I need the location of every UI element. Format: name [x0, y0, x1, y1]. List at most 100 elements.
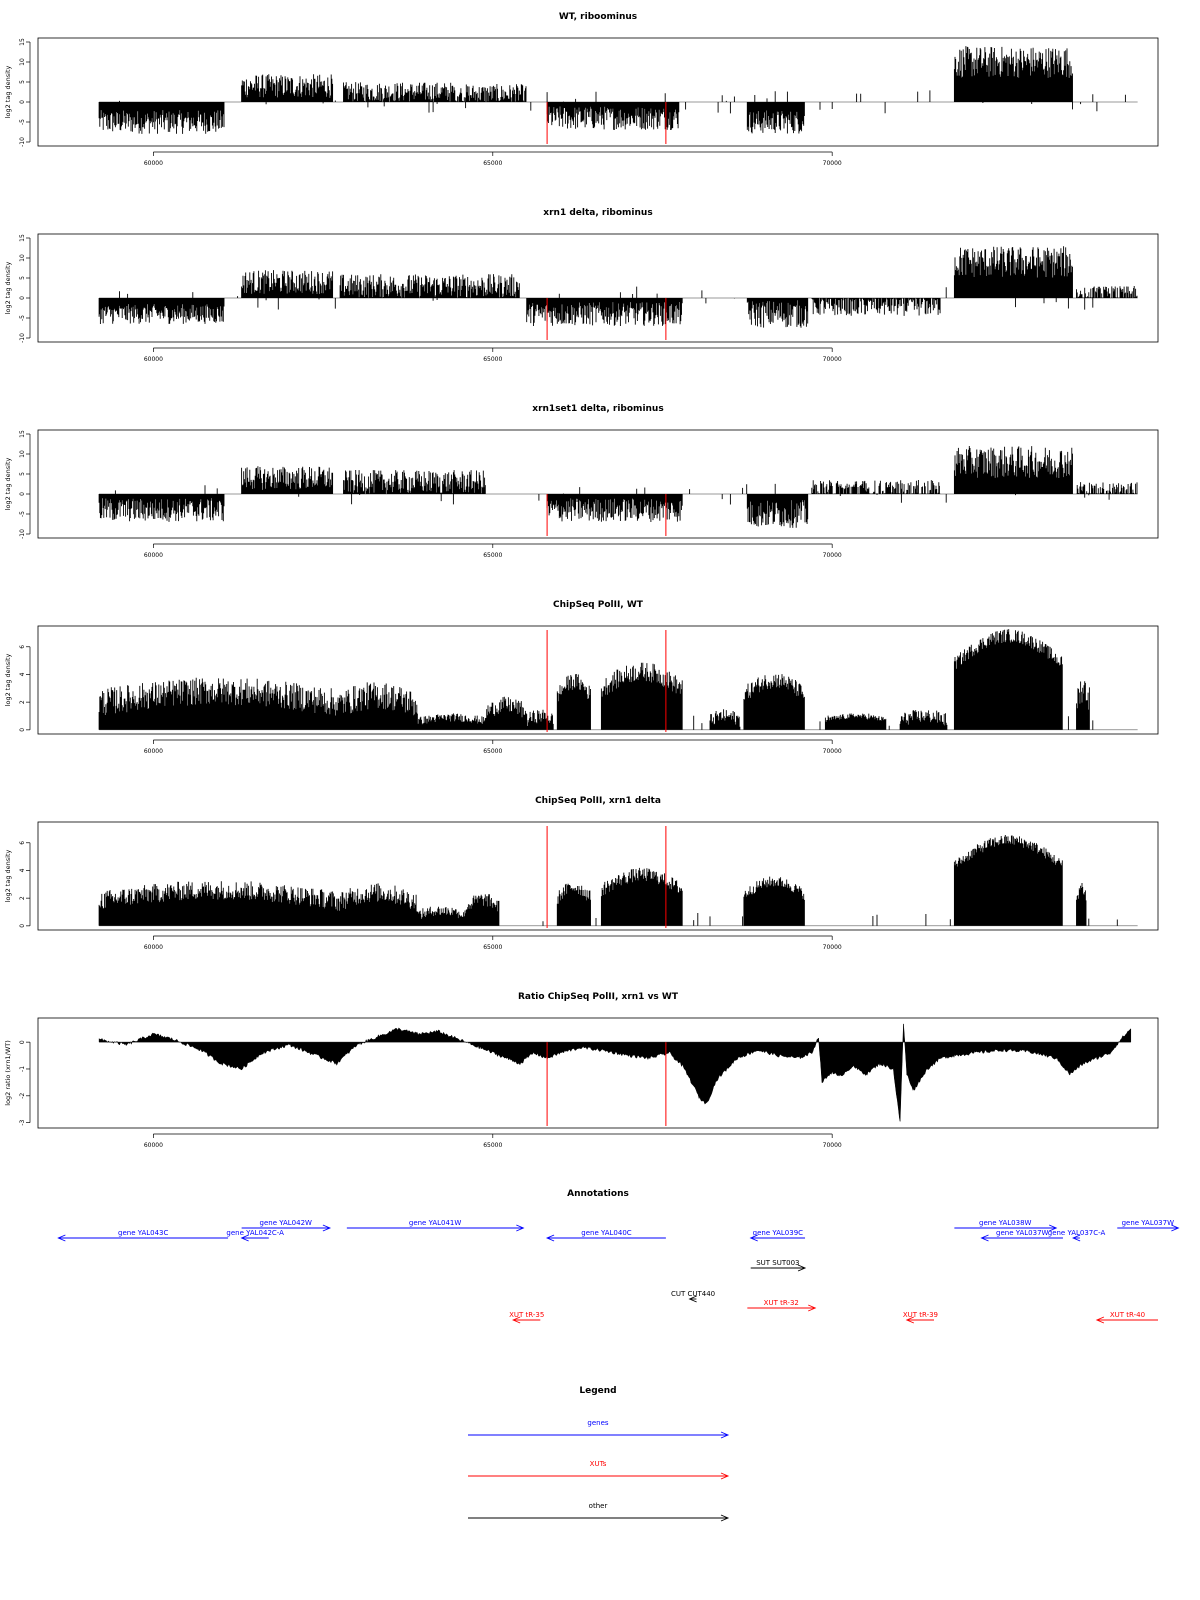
y-tick-label: -3	[19, 1119, 26, 1125]
panel-5: ChipSeq PolII, xrn1 delta 0 2 4 6 log2 tag de…	[4, 796, 1159, 951]
plot-frame	[37, 37, 1159, 147]
annotations-panel: Annotations gene YAL043C gene YAL042W gene …	[57, 1189, 1180, 1324]
annotation-xuts: XUT tR-35	[509, 1311, 544, 1324]
y-tick-label: 5	[19, 276, 26, 280]
y-tick-label: 0	[19, 924, 26, 928]
arrowhead	[808, 1304, 817, 1312]
x-tick-label: 60000	[144, 552, 163, 559]
annotation-label: gene YAL042C-A	[226, 1229, 284, 1237]
annotation-label: gene YAL037W	[996, 1229, 1049, 1237]
panel-title: ChipSeq PolII, WT	[553, 600, 644, 610]
x-tick-label: 65000	[483, 1142, 502, 1149]
annotation-genes: gene YAL039C	[749, 1229, 806, 1242]
panel-4: ChipSeq PolII, WT 0 2 4 6 log2 tag density 600…	[4, 600, 1159, 755]
signal-bars	[98, 246, 1138, 328]
x-tick-label: 65000	[483, 356, 502, 363]
x-tick-label: 70000	[823, 1142, 842, 1149]
y-axis-label: log2 tag density	[4, 66, 12, 119]
annotation-label: gene YAL041W	[409, 1219, 462, 1227]
y-tick-label: 5	[19, 80, 26, 84]
y-axis-label: log2 tag density	[4, 654, 12, 707]
panel-title: Ratio ChipSeq PolII, xrn1 vs WT	[518, 992, 679, 1002]
y-tick-label: -1	[19, 1066, 26, 1072]
x-tick-label: 60000	[144, 160, 163, 167]
y-tick-label: 0	[19, 1040, 26, 1044]
legend-label: genes	[587, 1419, 608, 1427]
arrowhead	[512, 1316, 521, 1324]
signal-bars	[98, 46, 1126, 134]
annotation-genes: gene YAL042W	[241, 1219, 332, 1232]
legend: Legend genes XUTs other	[468, 1386, 730, 1522]
signal-bars	[98, 835, 1118, 926]
annotation-genes: gene YAL042C-A	[226, 1229, 284, 1242]
annotation-genes: gene YAL041W	[346, 1219, 525, 1232]
panel-title: xrn1set1 delta, ribominus	[532, 404, 663, 414]
annotation-other: SUT SUT003	[750, 1259, 807, 1272]
arrowhead	[1072, 1234, 1081, 1242]
plot-frame	[37, 821, 1159, 931]
annotation-label: gene YAL037W	[1122, 1219, 1175, 1227]
y-tick-label: -10	[19, 333, 26, 343]
arrowhead	[749, 1234, 758, 1242]
legend-entry-xuts: XUTs	[468, 1460, 730, 1480]
annotation-genes: gene YAL043C	[57, 1229, 229, 1242]
annotation-genes: gene YAL038W	[954, 1219, 1058, 1232]
annotation-label: gene YAL043C	[118, 1229, 169, 1237]
y-tick-label: -10	[19, 529, 26, 539]
plot-frame	[37, 233, 1159, 343]
panel-title: xrn1 delta, ribominus	[543, 208, 652, 218]
signal-bars	[98, 446, 1138, 528]
legend-label: XUTs	[590, 1460, 607, 1468]
y-tick-label: 6	[19, 645, 26, 649]
x-tick-label: 70000	[823, 748, 842, 755]
y-tick-label: 2	[19, 896, 26, 900]
arrowhead	[720, 1472, 730, 1480]
plot-frame	[37, 1017, 1159, 1129]
x-tick-label: 70000	[823, 160, 842, 167]
arrowhead	[797, 1264, 807, 1272]
panel-1: WT, riboominus -10 -5 0 5 10 15 log2 tag densit…	[4, 12, 1159, 167]
annotation-label: gene YAL042W	[260, 1219, 313, 1227]
panel-2: xrn1 delta, ribominus -10 -5 0 5 10 15 log2 tag…	[4, 208, 1159, 363]
x-tick-label: 65000	[483, 160, 502, 167]
annotation-other: CUT CUT440	[671, 1290, 715, 1303]
plot-frame	[37, 429, 1159, 539]
x-tick-label: 60000	[144, 1142, 163, 1149]
y-tick-label: 0	[19, 296, 26, 300]
annotation-label: XUT tR-32	[764, 1299, 799, 1307]
arrowhead	[905, 1316, 915, 1324]
ratio-area	[98, 1023, 1132, 1122]
y-tick-label: 0	[19, 100, 26, 104]
y-tick-label: -2	[19, 1093, 26, 1099]
annotation-label: gene YAL040C	[581, 1229, 632, 1237]
x-tick-label: 60000	[144, 356, 163, 363]
annotation-label: XUT tR-35	[509, 1311, 544, 1319]
y-axis-label: log2 tag density	[4, 262, 12, 315]
y-tick-label: -5	[19, 119, 26, 125]
annotation-xuts: XUT tR-32	[747, 1299, 817, 1312]
arrowhead	[322, 1224, 332, 1232]
y-tick-label: 10	[19, 254, 26, 262]
annotation-label: gene YAL037C-A	[1048, 1229, 1106, 1237]
annotation-genes: gene YAL037W	[980, 1229, 1063, 1242]
arrowhead	[1049, 1224, 1058, 1232]
arrowhead	[516, 1224, 525, 1232]
y-tick-label: 0	[19, 492, 26, 496]
arrowhead	[240, 1234, 249, 1242]
annotation-label: XUT tR-39	[903, 1311, 938, 1319]
y-tick-label: 15	[19, 234, 26, 242]
annotation-label: CUT CUT440	[671, 1290, 715, 1298]
x-tick-label: 65000	[483, 944, 502, 951]
arrowhead	[720, 1514, 730, 1522]
arrowhead	[57, 1234, 66, 1242]
panel-3: xrn1set1 delta, ribominus -10 -5 0 5 10 15 log2…	[4, 404, 1159, 559]
arrowhead	[545, 1234, 555, 1242]
annotation-label: gene YAL038W	[979, 1219, 1032, 1227]
panel-6: Ratio ChipSeq PolII, xrn1 vs WT -3 -2 -1 0 lo…	[4, 992, 1159, 1149]
annotation-genes: gene YAL037W	[1117, 1219, 1180, 1232]
y-tick-label: 6	[19, 841, 26, 845]
y-tick-label: 0	[19, 728, 26, 732]
panel-title: ChipSeq PolII, xrn1 delta	[535, 796, 661, 806]
y-tick-label: 15	[19, 430, 26, 438]
